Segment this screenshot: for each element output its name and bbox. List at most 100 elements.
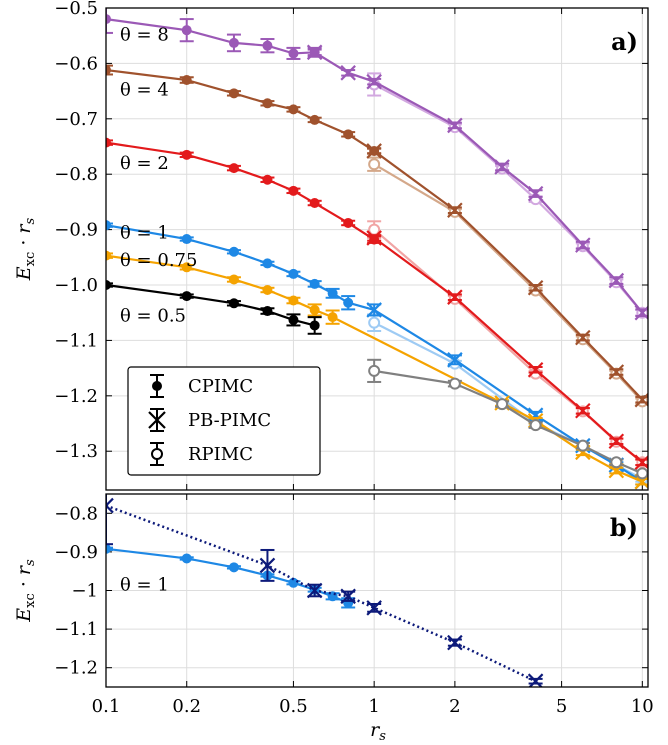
pbpimc-point	[575, 329, 591, 346]
pbpimc-point	[527, 407, 544, 423]
pbpimc-point	[447, 352, 463, 368]
cpimc-point	[262, 98, 273, 109]
theta-label: θ = 8	[120, 25, 169, 46]
theta-label: θ = 0.5	[120, 305, 186, 326]
y-tick-label: −0.7	[54, 109, 98, 130]
plot-frame	[105, 493, 649, 688]
y-tick-label: −1	[71, 581, 98, 602]
pbpimc-point	[366, 600, 382, 616]
cpimc-point	[262, 174, 273, 185]
panel-label: b)	[610, 513, 638, 542]
pbpimc-point	[494, 159, 510, 175]
pbpimc-point	[608, 272, 625, 289]
cpimc-point	[228, 163, 239, 174]
legend-marker	[151, 448, 163, 460]
cpimc-point	[106, 137, 111, 148]
grid	[105, 494, 648, 687]
cpimc-line	[106, 141, 375, 241]
theta-label: θ = 0.75	[120, 250, 197, 271]
x-tick-label: 1	[368, 696, 379, 717]
cpimc-point	[288, 185, 299, 196]
pbpimc-point	[634, 392, 648, 408]
rpimc-point	[368, 158, 381, 171]
legend-label: RPIMC	[188, 444, 253, 465]
cpimc-point	[106, 14, 111, 25]
cpimc-point	[181, 75, 192, 86]
rpimc-point	[448, 377, 461, 390]
cpimc-point	[309, 114, 320, 125]
cpimc-point	[228, 274, 239, 285]
pbpimc-point	[528, 673, 544, 687]
pbpimc-point	[447, 117, 463, 134]
x-tick-label: 10	[631, 696, 654, 717]
legend-label: CPIMC	[188, 376, 253, 397]
x-tick-label: 0.1	[92, 696, 121, 717]
pbpimc-point	[634, 455, 648, 471]
legend-marker	[152, 381, 162, 391]
pbpimc-point	[527, 280, 544, 296]
pbpimc-point	[366, 73, 382, 90]
y-axis-label: Exc · rs	[13, 559, 38, 623]
rpimc-point	[610, 456, 623, 469]
cpimc-point	[262, 258, 273, 269]
y-tick-label: −0.6	[54, 53, 98, 74]
y-tick-label: −1.1	[54, 619, 98, 640]
pbpimc-point	[575, 237, 591, 253]
cpimc-point	[288, 48, 299, 59]
rpimc-point	[636, 467, 648, 480]
panel-b: −0.8 −0.9 −1 −1.1 −1.2 Exc · rs θ = 1 b)	[13, 493, 649, 688]
y-tick-label: −1.0	[54, 275, 98, 296]
pbpimc-point	[306, 582, 323, 599]
cpimc-point	[288, 104, 299, 115]
cpimc-point	[228, 37, 239, 48]
cpimc-point	[228, 562, 239, 573]
legend-marker	[148, 411, 166, 429]
x-tick-label: 5	[556, 696, 567, 717]
cpimc-point	[327, 312, 338, 323]
theta-label: θ = 4	[120, 79, 169, 100]
legend-box	[127, 366, 321, 476]
y-tick-label: −1.2	[54, 658, 98, 679]
pbpimc-point	[340, 588, 356, 605]
cpimc-point	[181, 553, 192, 564]
pbpimc-point	[106, 497, 114, 508]
cpimc-point	[288, 268, 299, 279]
pbpimc-point	[340, 65, 356, 81]
connector-line	[332, 316, 503, 405]
y-axis-label: Exc · rs	[13, 217, 38, 281]
cpimc-point	[262, 284, 273, 295]
cpimc-point	[343, 297, 354, 308]
panel-a: −0.5 −0.6 −0.7 −0.8 −0.9 −1.0 −1.1 −1.2 −1.3 Exc …	[13, 0, 649, 491]
y-tick-label: −0.5	[54, 0, 98, 19]
theta-label: θ = 1	[120, 575, 169, 596]
cpimc-point	[228, 88, 239, 99]
cpimc-point	[309, 320, 320, 331]
rpimc-line	[373, 163, 644, 403]
cpimc-point	[181, 234, 192, 245]
plot-frame	[105, 7, 649, 491]
cpimc-point	[343, 217, 354, 228]
plot-marks: θ = 8 θ = 4 θ = 2 θ = 1 θ = 0.75 θ = 0.5 CPIMC…	[106, 8, 648, 490]
cpimc-point	[369, 145, 380, 156]
cpimc-point	[106, 65, 111, 76]
y-tick-label: −1.1	[54, 330, 98, 351]
x-axis-label: rs	[370, 719, 386, 744]
pbpimc-point	[106, 504, 114, 514]
cpimc-point	[181, 149, 192, 160]
x-axis-tick-labels: 0.1 0.2 0.5 1 2 5 10	[92, 696, 654, 717]
cpimc-point	[262, 40, 273, 51]
y-tick-label: −0.8	[54, 503, 98, 524]
pbpimc-point	[447, 202, 463, 218]
cpimc-point	[181, 291, 192, 302]
pbpimc-point	[608, 364, 625, 380]
pbpimc-point	[575, 402, 591, 419]
cpimc-point	[106, 250, 111, 261]
x-tick-label: 0.2	[172, 696, 201, 717]
pbpimc-point	[447, 289, 463, 305]
cpimc-point	[106, 220, 111, 231]
cpimc-point	[228, 298, 239, 309]
cpimc-point	[288, 577, 299, 588]
cpimc-point	[369, 234, 380, 245]
cpimc-point	[288, 314, 299, 325]
